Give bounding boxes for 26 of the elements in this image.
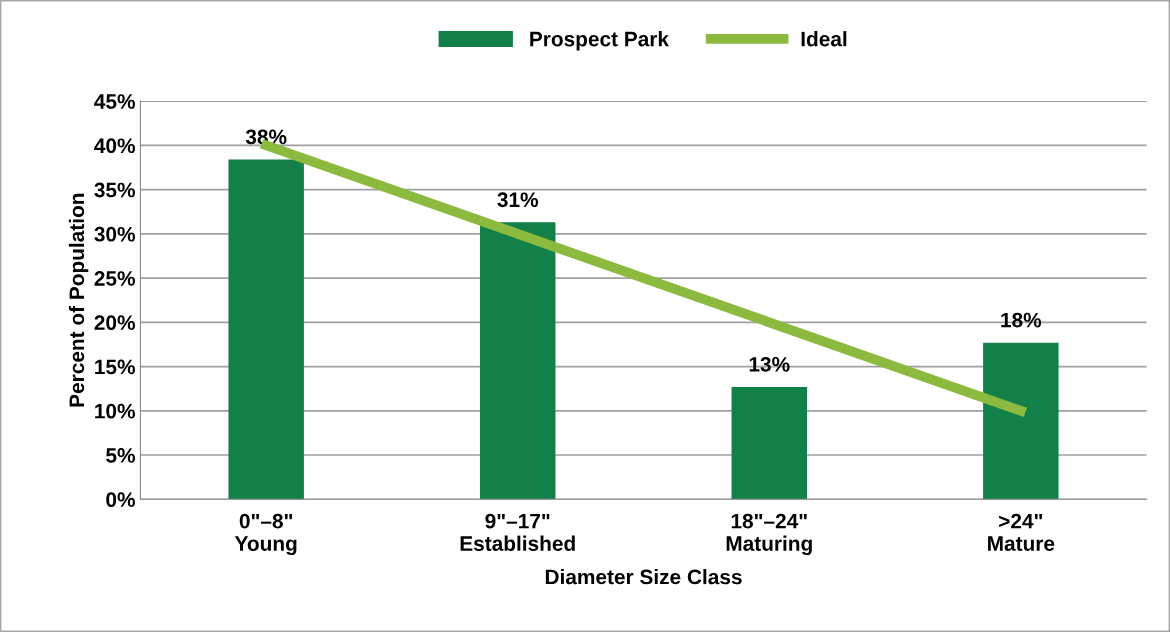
y-tick-label: 0% [106, 492, 135, 508]
data-label: 38% [245, 129, 287, 145]
bar [731, 386, 808, 500]
x-tick-label: 9"–17" Established [460, 513, 575, 551]
x-axis-title: Diameter Size Class [545, 569, 742, 585]
data-label: 31% [497, 192, 539, 208]
y-tick-label: 45% [94, 94, 135, 109]
y-tick-label: 5% [106, 448, 135, 463]
y-tick-label: 35% [94, 182, 135, 198]
legend-label: Prospect Park [530, 31, 670, 51]
legend-label: Ideal [801, 31, 847, 47]
bar [983, 342, 1059, 500]
x-tick-label: 0"–8" Young [234, 513, 297, 556]
bar [479, 222, 556, 500]
x-tick-label: 18"–24" Maturing [726, 513, 812, 556]
x-tick-label: >24" Mature [988, 513, 1055, 551]
y-tick-label: 30% [94, 226, 135, 242]
y-tick-label: 15% [95, 359, 135, 375]
y-tick-label: 20% [94, 315, 135, 331]
data-label: 18% [1001, 312, 1042, 328]
y-tick-label: 25% [94, 271, 135, 286]
bar [228, 159, 304, 500]
y-axis-title: Percent of Population [68, 193, 89, 407]
y-tick-label: 10% [95, 403, 135, 419]
y-tick-label: 40% [94, 138, 135, 154]
data-label: 13% [749, 356, 790, 372]
